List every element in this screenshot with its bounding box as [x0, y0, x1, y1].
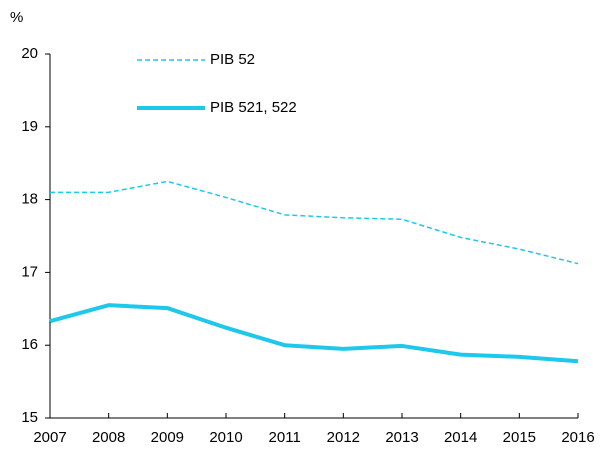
- x-tick-label: 2010: [209, 429, 242, 446]
- y-tick-label: 18: [21, 191, 38, 208]
- legend-label: PIB 521, 522: [210, 99, 297, 116]
- y-tick-label: 19: [21, 118, 38, 135]
- y-tick-label: 20: [21, 45, 38, 62]
- x-tick-label: 2009: [151, 429, 184, 446]
- x-tick-label: 2011: [269, 429, 301, 446]
- x-tick-label: 2015: [503, 429, 536, 446]
- y-tick-label: 15: [21, 409, 38, 426]
- x-tick-label: 2012: [327, 429, 360, 446]
- y-axis-label: %: [10, 9, 23, 26]
- series-line: [50, 180, 579, 265]
- x-tick-label: 2016: [561, 429, 594, 446]
- x-tick-label: 2013: [385, 429, 418, 446]
- series-line: [49, 303, 579, 364]
- y-tick-label: 17: [21, 263, 38, 280]
- y-tick-label: 16: [21, 336, 38, 353]
- x-tick-label: 2007: [33, 429, 66, 446]
- x-tick-label: 2014: [444, 429, 477, 446]
- legend-label: PIB 52: [210, 51, 255, 68]
- x-tick-label: 2008: [92, 429, 125, 446]
